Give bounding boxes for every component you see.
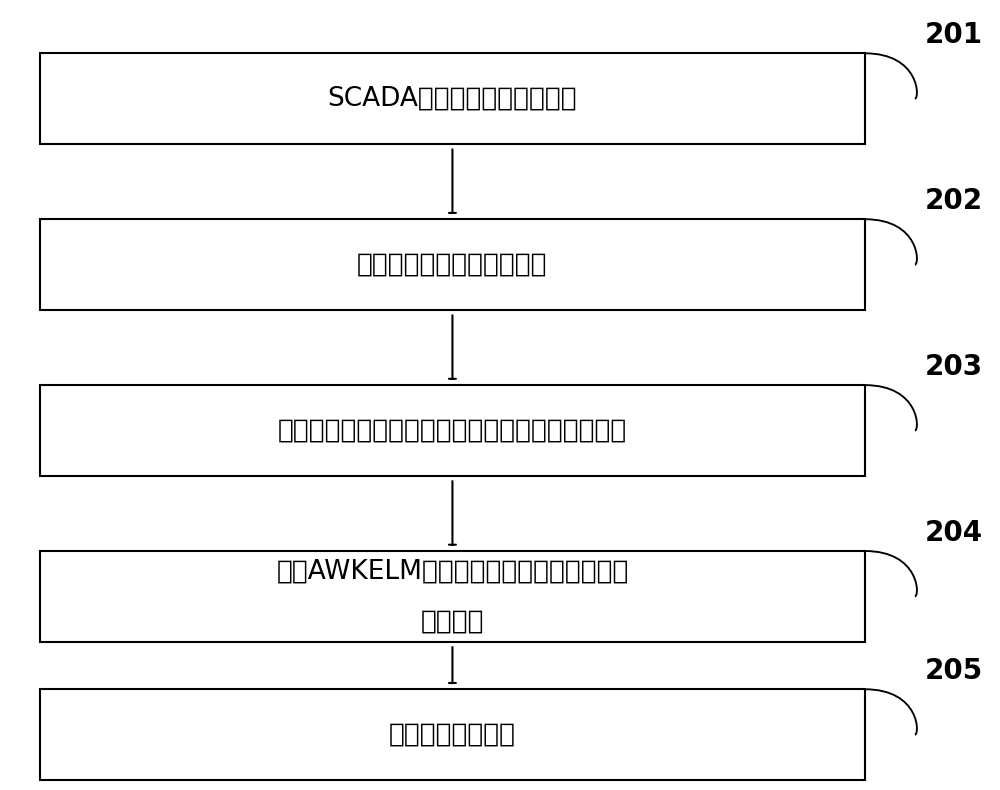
Text: SCADA数据采集及预处理模块: SCADA数据采集及预处理模块 [328,86,577,111]
Bar [40,551,865,641]
Bar [40,386,865,476]
Bar [40,689,865,781]
Bar [40,54,865,145]
Text: 建立模块: 建立模块 [421,609,484,634]
Text: 201: 201 [925,21,983,50]
Text: 204: 204 [925,519,983,547]
Text: 203: 203 [925,353,983,382]
Text: 202: 202 [925,187,983,216]
Text: 基于AWKELM的风机叶片结冰故障检测模型: 基于AWKELM的风机叶片结冰故障检测模型 [276,559,629,584]
Text: 检测结果确定模块: 检测结果确定模块 [389,722,516,747]
Text: 205: 205 [925,657,983,685]
Text: 初始固定加权矩阵计算模块: 初始固定加权矩阵计算模块 [357,252,548,277]
Bar [40,219,865,310]
Text: 考虑所有样本分布信息的自适应加权矩阵计算模块: 考虑所有样本分布信息的自适应加权矩阵计算模块 [278,418,627,443]
